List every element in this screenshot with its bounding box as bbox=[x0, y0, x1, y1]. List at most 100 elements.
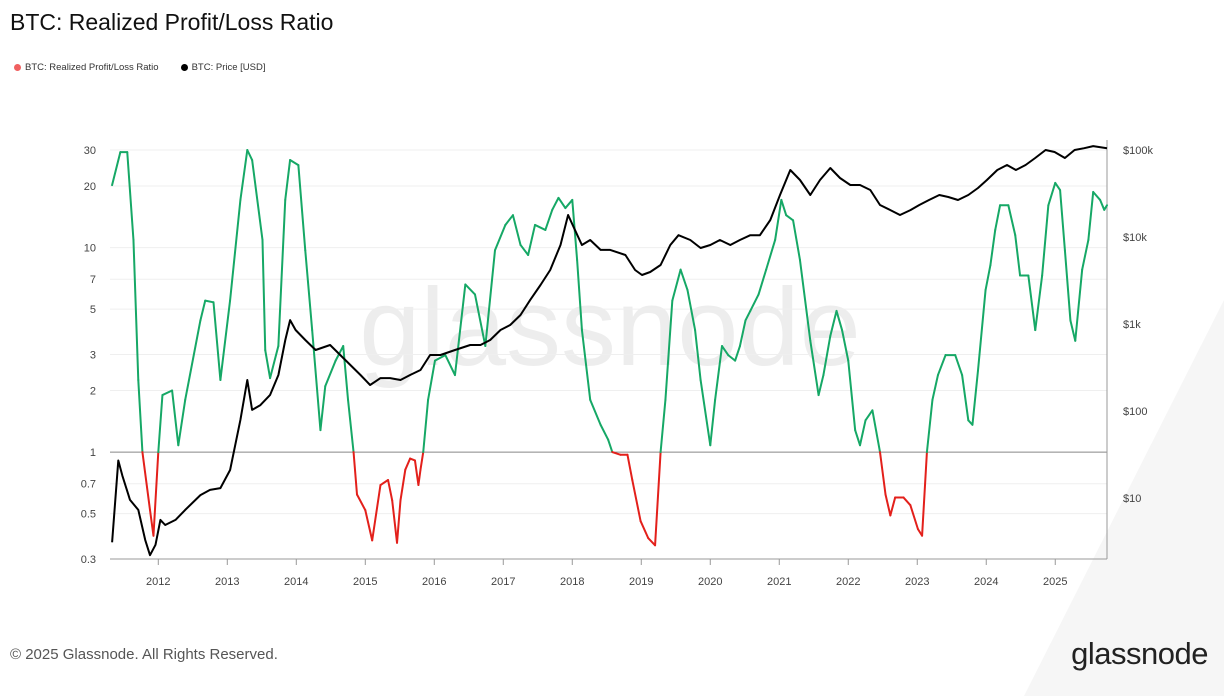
ratio-segment-profit bbox=[229, 198, 242, 302]
ratio-segment-loss bbox=[371, 484, 382, 542]
ratio-segment-profit bbox=[780, 198, 788, 217]
ratio-segment-profit bbox=[785, 214, 795, 222]
x-tick-label: 2021 bbox=[767, 576, 791, 588]
ratio-segment-profit bbox=[184, 319, 202, 401]
ratio-segment-loss bbox=[419, 451, 425, 471]
ratio-segment-profit bbox=[284, 159, 292, 201]
ratio-segment-profit bbox=[444, 354, 456, 377]
ratio-segment-profit bbox=[858, 419, 867, 447]
ratio-segment-profit bbox=[835, 309, 844, 332]
legend-item-ratio[interactable]: BTC: Realized Profit/Loss Ratio bbox=[14, 62, 159, 73]
ratio-segment-profit bbox=[111, 151, 122, 187]
ratio-segment-profit bbox=[484, 249, 497, 348]
ratio-segment-profit bbox=[822, 334, 832, 377]
ratio-segment-profit bbox=[239, 149, 249, 201]
ratio-segment-loss bbox=[647, 537, 657, 547]
ratio-segment-profit bbox=[699, 379, 712, 447]
ratio-segment-profit bbox=[199, 299, 207, 322]
y-left-tick-label: 7 bbox=[90, 274, 96, 286]
ratio-segment-profit bbox=[671, 268, 682, 302]
ratio-segment-profit bbox=[433, 354, 447, 362]
ratio-segment-profit bbox=[994, 204, 1002, 231]
ratio-segment-profit bbox=[798, 258, 812, 342]
ratio-segment-profit bbox=[720, 345, 730, 357]
ratio-segment-profit bbox=[1014, 234, 1022, 277]
ratio-segment-profit bbox=[1034, 274, 1044, 332]
ratio-segment-profit bbox=[251, 159, 264, 241]
ratio-segment-profit bbox=[311, 329, 322, 432]
legend-label-ratio: BTC: Realized Profit/Loss Ratio bbox=[25, 62, 159, 73]
ratio-segment-loss bbox=[404, 457, 412, 471]
ratio-segment-loss bbox=[352, 451, 359, 496]
ratio-segment-profit bbox=[749, 293, 760, 312]
ratio-segment-profit bbox=[422, 398, 430, 454]
ratio-segment-profit bbox=[289, 159, 300, 167]
ratio-segment-profit bbox=[1063, 249, 1072, 322]
watermark: glassnode bbox=[359, 266, 861, 389]
legend: BTC: Realized Profit/Loss Ratio BTC: Pri… bbox=[14, 62, 266, 73]
x-tick-label: 2024 bbox=[974, 576, 998, 588]
ratio-segment-profit bbox=[809, 339, 820, 397]
ratio-segment-loss bbox=[884, 493, 892, 517]
ratio-segment-profit bbox=[551, 196, 560, 211]
ratio-segment-profit bbox=[589, 398, 602, 426]
ratio-segment-profit bbox=[319, 385, 327, 432]
ratio-segment-profit bbox=[744, 309, 752, 322]
ratio-segment-profit bbox=[427, 359, 436, 401]
ratio-segment-profit bbox=[1074, 268, 1084, 342]
price-series bbox=[111, 145, 1108, 557]
ratio-segment-profit bbox=[171, 389, 180, 447]
ratio-segment-profit bbox=[137, 379, 144, 454]
y-left-tick-label: 3 bbox=[90, 350, 96, 362]
y-right-tick-label: $1k bbox=[1123, 319, 1141, 331]
ratio-segment-loss bbox=[356, 493, 367, 512]
ratio-segment-profit bbox=[304, 249, 314, 332]
x-tick-label: 2014 bbox=[284, 576, 308, 588]
ratio-segment-profit bbox=[494, 223, 507, 252]
ratio-segment-profit bbox=[989, 228, 997, 267]
ratio-segment-profit bbox=[734, 345, 741, 362]
ratio-segment-profit bbox=[817, 374, 825, 397]
glassnode-logo[interactable]: glassnode bbox=[1071, 636, 1208, 671]
copyright: © 2025 Glassnode. All Rights Reserved. bbox=[10, 646, 278, 663]
legend-item-price[interactable]: BTC: Price [USD] bbox=[180, 62, 266, 73]
ratio-segment-profit bbox=[212, 301, 222, 382]
legend-label-price: BTC: Price [USD] bbox=[191, 62, 266, 73]
y-left-tick-label: 5 bbox=[90, 304, 96, 316]
y-left-tick-label: 2 bbox=[90, 386, 96, 398]
ratio-segment-loss bbox=[152, 451, 160, 537]
ratio-segment-profit bbox=[971, 369, 979, 426]
ratio-segment-profit bbox=[453, 283, 467, 377]
ratio-segment-loss bbox=[921, 451, 928, 537]
ratio-segment-profit bbox=[1027, 274, 1037, 332]
ratio-segment-profit bbox=[277, 198, 287, 348]
ratio-series bbox=[111, 149, 1108, 547]
ratio-segment-profit bbox=[664, 299, 674, 401]
ratio-segment-profit bbox=[132, 238, 140, 382]
y-left-tick-label: 1 bbox=[90, 447, 96, 459]
ratio-segment-loss bbox=[391, 499, 399, 544]
ratio-segment-profit bbox=[694, 329, 702, 382]
ratio-segment-profit bbox=[1087, 190, 1095, 241]
x-tick-label: 2012 bbox=[146, 576, 170, 588]
ratio-segment-profit bbox=[709, 398, 717, 447]
ratio-segment-profit bbox=[1092, 190, 1102, 201]
ratio-segment-profit bbox=[774, 198, 783, 241]
x-tick-label: 2019 bbox=[629, 576, 653, 588]
ratio-segment-profit bbox=[765, 238, 777, 271]
ratio-segment-profit bbox=[219, 299, 232, 382]
ratio-segment-profit bbox=[686, 289, 697, 332]
ratio-segment-profit bbox=[511, 214, 522, 246]
y-left-tick-label: 10 bbox=[84, 243, 96, 255]
x-tick-label: 2015 bbox=[353, 576, 377, 588]
ratio-segment-profit bbox=[324, 359, 337, 388]
ratio-segment-profit bbox=[204, 299, 215, 304]
ratio-segment-profit bbox=[126, 151, 135, 241]
ratio-segment-profit bbox=[177, 398, 187, 447]
x-tick-label: 2018 bbox=[560, 576, 584, 588]
ratio-segment-profit bbox=[792, 219, 801, 261]
ratio-segment-loss bbox=[909, 504, 919, 531]
ratio-segment-profit bbox=[738, 319, 747, 348]
ratio-segment-loss bbox=[879, 451, 887, 496]
ratio-segment-profit bbox=[1081, 238, 1090, 271]
